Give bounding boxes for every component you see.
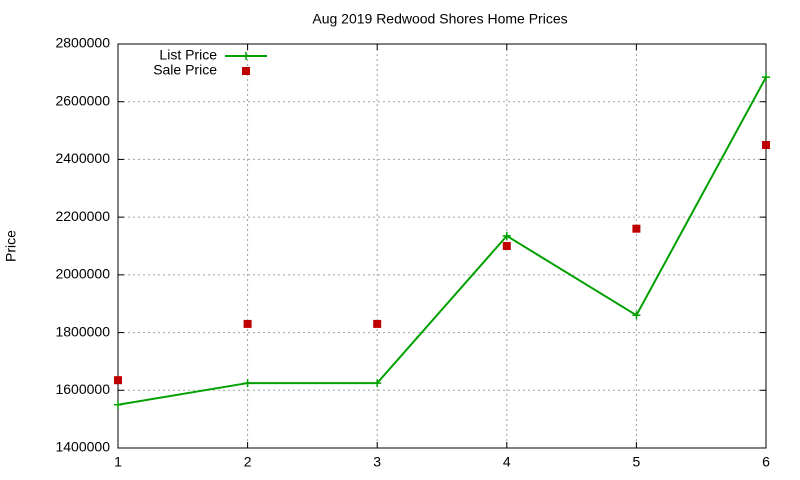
y-tick-label: 1800000 [55, 323, 110, 339]
point [373, 319, 382, 328]
legend-marker [242, 52, 250, 60]
plot-frame [117, 43, 767, 449]
y-tick-label: 2000000 [55, 266, 110, 282]
point [243, 379, 252, 388]
y-tick-label: 2600000 [55, 92, 110, 108]
y-tick-label: 2800000 [55, 35, 110, 51]
chart-title: Aug 2019 Redwood Shores Home Prices [312, 11, 567, 27]
y-tick-label: 1400000 [55, 439, 110, 455]
y-tick-label: 1600000 [55, 381, 110, 397]
x-tick-label: 2 [244, 454, 252, 470]
x-tick-label: 6 [762, 454, 770, 470]
point [373, 379, 382, 388]
legend-marker [242, 67, 250, 75]
point [114, 400, 122, 409]
point [762, 73, 770, 82]
point [114, 376, 122, 385]
x-tick-label: 1 [114, 454, 122, 470]
y-tick-label: 2200000 [55, 208, 110, 224]
x-tick-label: 5 [633, 454, 641, 470]
y-axis-label: Price [3, 230, 19, 262]
legend-label: List Price [159, 47, 217, 63]
x-tick-label: 3 [373, 454, 381, 470]
point [632, 311, 641, 320]
legend-label: Sale Price [153, 62, 217, 78]
point [502, 242, 511, 250]
point [762, 141, 770, 149]
x-tick-label: 4 [503, 454, 511, 470]
line [117, 76, 767, 406]
y-tick-label: 2400000 [55, 150, 110, 166]
point [632, 224, 641, 233]
point [502, 231, 511, 240]
point [243, 319, 252, 328]
